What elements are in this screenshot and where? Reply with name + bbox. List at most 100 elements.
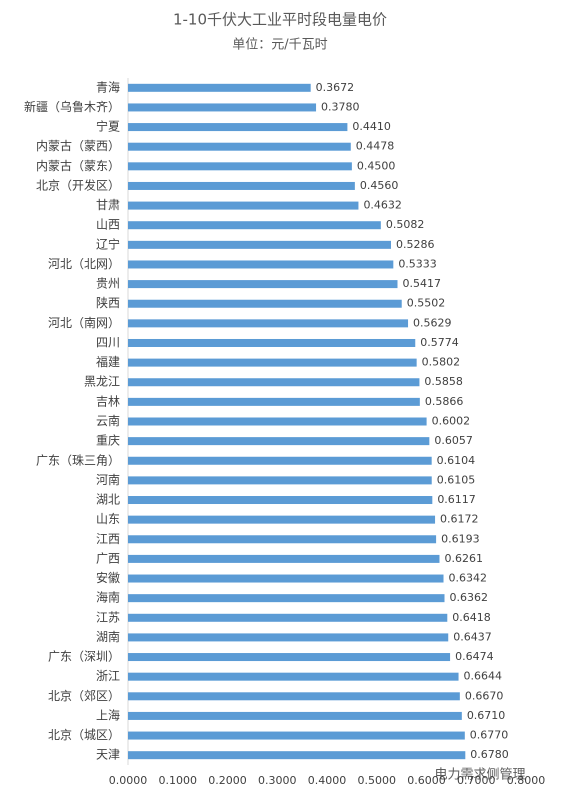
- x-tick-label: 0.8000: [507, 774, 546, 787]
- value-label: 0.5417: [402, 277, 441, 290]
- y-tick-label: 浙江: [96, 669, 120, 683]
- bar: [128, 83, 311, 92]
- y-tick-label: 内蒙古（蒙西）: [36, 138, 120, 153]
- value-label: 0.5858: [424, 375, 463, 388]
- y-tick-label: 重庆: [96, 434, 120, 448]
- value-label: 0.5866: [425, 395, 464, 408]
- bar: [128, 280, 398, 289]
- y-tick-label: 四川: [96, 335, 120, 349]
- y-tick-label: 黑龙江: [84, 375, 120, 389]
- y-tick-label: 湖北: [96, 492, 120, 507]
- y-tick-label: 广西: [96, 551, 120, 565]
- value-label: 0.3672: [316, 81, 355, 94]
- bar: [128, 338, 416, 347]
- value-label: 0.5774: [420, 336, 459, 349]
- y-tick-label: 北京（郊区）: [48, 689, 120, 703]
- bar: [128, 574, 444, 583]
- value-label: 0.5802: [422, 356, 461, 369]
- bar: [128, 181, 355, 190]
- y-tick-label: 广东（珠三角）: [36, 453, 120, 467]
- x-tick-label: 0.6000: [407, 774, 446, 787]
- x-tick-label: 0.4000: [308, 774, 347, 787]
- bar: [128, 672, 459, 681]
- value-label: 0.6710: [467, 709, 506, 722]
- value-label: 0.4560: [360, 179, 399, 192]
- bar: [128, 751, 466, 760]
- value-label: 0.4410: [352, 120, 391, 133]
- y-tick-label: 湖南: [96, 629, 120, 644]
- y-tick-label: 安徽: [96, 570, 120, 585]
- y-tick-label: 江西: [96, 532, 120, 546]
- y-tick-label: 陕西: [96, 295, 120, 310]
- bar: [128, 535, 437, 544]
- value-label: 0.5082: [386, 218, 425, 231]
- value-label: 0.6780: [470, 748, 509, 761]
- bar: [128, 515, 436, 524]
- value-label: 0.4500: [357, 159, 396, 172]
- y-tick-label: 青海: [96, 79, 120, 94]
- y-tick-label: 甘肃: [96, 198, 120, 212]
- bar: [128, 123, 348, 132]
- y-tick-label: 新疆（乌鲁木齐）: [24, 99, 120, 114]
- y-tick-label: 宁夏: [96, 119, 120, 134]
- y-tick-label: 云南: [96, 413, 120, 428]
- bar: [128, 142, 351, 151]
- value-label: 0.5333: [398, 257, 437, 270]
- x-tick-label: 0.7000: [457, 774, 496, 787]
- bar: [128, 476, 432, 485]
- value-label: 0.6670: [465, 689, 504, 702]
- bar: [128, 711, 462, 720]
- value-label: 0.6105: [437, 473, 476, 486]
- y-tick-label: 吉林: [96, 394, 120, 408]
- value-label: 0.3780: [321, 100, 360, 113]
- y-tick-label: 辽宁: [96, 236, 120, 251]
- value-label: 0.6362: [450, 591, 489, 604]
- y-tick-label: 山西: [96, 218, 120, 232]
- x-tick-label: 0.5000: [358, 774, 397, 787]
- bar: [128, 162, 352, 171]
- bar: [128, 397, 420, 406]
- bar: [128, 417, 427, 426]
- chart-subtitle: 单位：元/千瓦时: [232, 38, 327, 53]
- y-tick-label: 山东: [96, 512, 120, 526]
- bar: [128, 378, 420, 387]
- value-label: 0.6057: [434, 434, 473, 447]
- bar: [128, 554, 440, 563]
- y-tick-label: 北京（开发区）: [36, 177, 120, 192]
- bar: [128, 456, 432, 465]
- y-tick-label: 江苏: [96, 610, 120, 624]
- y-tick-label: 贵州: [96, 277, 120, 291]
- y-tick-label: 内蒙古（蒙东）: [36, 158, 120, 173]
- value-label: 0.6770: [470, 729, 509, 742]
- value-label: 0.6172: [440, 513, 479, 526]
- bar: [128, 319, 409, 328]
- bar: [128, 201, 359, 210]
- y-tick-label: 福建: [96, 354, 120, 369]
- bar: [128, 613, 448, 622]
- value-label: 0.6342: [449, 572, 488, 585]
- y-tick-label: 海南: [96, 590, 120, 605]
- y-tick-label: 北京（城区）: [48, 728, 120, 742]
- bar: [128, 437, 430, 446]
- y-tick-label: 河北（南网）: [48, 315, 120, 330]
- value-label: 0.6474: [455, 650, 494, 663]
- x-tick-label: 0.0000: [109, 774, 148, 787]
- value-label: 0.6261: [444, 552, 483, 565]
- x-tick-label: 0.2000: [208, 774, 247, 787]
- y-tick-label: 河南: [96, 472, 120, 487]
- bar: [128, 496, 433, 505]
- value-label: 0.6193: [441, 532, 480, 545]
- y-tick-label: 广东（深圳）: [48, 650, 120, 664]
- bar: [128, 221, 381, 230]
- bar: [128, 103, 317, 112]
- value-label: 0.4478: [356, 140, 395, 153]
- bar: [128, 633, 449, 642]
- bar: [128, 240, 391, 249]
- value-label: 0.5502: [407, 297, 446, 310]
- watermark: 电力需求侧管理: [434, 768, 525, 783]
- value-label: 0.5286: [396, 238, 435, 251]
- value-label: 0.6437: [453, 630, 492, 643]
- bar: [128, 260, 394, 269]
- bar: [128, 594, 445, 603]
